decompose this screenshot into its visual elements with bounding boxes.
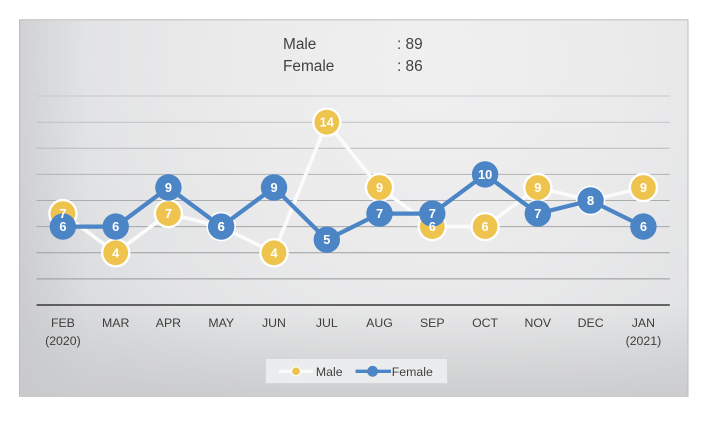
svg-text:6: 6 xyxy=(218,219,225,234)
svg-text:14: 14 xyxy=(320,115,335,130)
svg-text:4: 4 xyxy=(270,245,278,260)
svg-text:JAN: JAN xyxy=(632,316,655,330)
svg-text:5: 5 xyxy=(323,232,330,247)
svg-text:6: 6 xyxy=(482,219,489,234)
svg-text:DEC: DEC xyxy=(578,316,604,330)
svg-text:6: 6 xyxy=(640,219,647,234)
svg-text:OCT: OCT xyxy=(472,316,498,330)
svg-text:7: 7 xyxy=(534,206,541,221)
svg-text:7: 7 xyxy=(165,206,172,221)
svg-text:9: 9 xyxy=(270,180,277,195)
svg-text:6: 6 xyxy=(112,219,119,234)
svg-text:7: 7 xyxy=(59,206,66,221)
svg-text:Female: Female xyxy=(283,58,334,75)
svg-text:7: 7 xyxy=(376,206,383,221)
svg-text:10: 10 xyxy=(478,167,492,182)
svg-text:9: 9 xyxy=(165,180,172,195)
svg-text:AUG: AUG xyxy=(366,316,393,330)
svg-text:MAY: MAY xyxy=(208,316,234,330)
svg-text:JUN: JUN xyxy=(262,316,286,330)
svg-text:8: 8 xyxy=(587,193,594,208)
svg-text:4: 4 xyxy=(112,245,120,260)
svg-text:6: 6 xyxy=(218,219,225,234)
svg-text:: 89: : 89 xyxy=(397,36,423,53)
svg-text:8: 8 xyxy=(587,193,594,208)
svg-text:6: 6 xyxy=(59,219,66,234)
svg-text:9: 9 xyxy=(534,180,541,195)
svg-text:NOV: NOV xyxy=(524,316,551,330)
svg-text:Female: Female xyxy=(392,365,433,379)
svg-text:JUL: JUL xyxy=(316,316,338,330)
svg-text:Male: Male xyxy=(316,365,343,379)
svg-text:7: 7 xyxy=(429,206,436,221)
svg-text:9: 9 xyxy=(640,180,647,195)
svg-text:SEP: SEP xyxy=(420,316,445,330)
svg-text:APR: APR xyxy=(156,316,181,330)
svg-text:MAR: MAR xyxy=(102,316,129,330)
svg-text:FEB: FEB xyxy=(51,316,75,330)
svg-text:6: 6 xyxy=(429,219,436,234)
svg-text:9: 9 xyxy=(376,180,383,195)
svg-text:(2021): (2021) xyxy=(626,334,662,348)
svg-text:Male: Male xyxy=(283,36,316,53)
svg-text:(2020): (2020) xyxy=(45,334,81,348)
svg-text:: 86: : 86 xyxy=(397,58,423,75)
